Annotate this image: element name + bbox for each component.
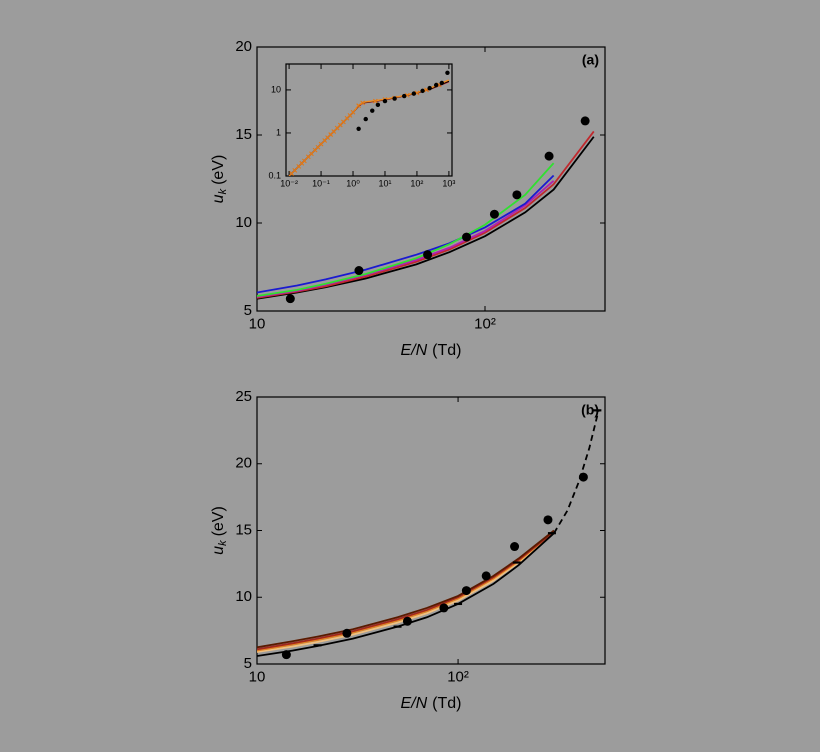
x-tick-label: 10² (474, 315, 496, 332)
data-point (372, 98, 378, 104)
data-point (578, 472, 588, 482)
data-point (580, 116, 590, 126)
data-point (439, 80, 445, 86)
data-point (309, 151, 314, 157)
data-point (356, 126, 361, 131)
plot-area (257, 116, 595, 304)
x-axis-label: E/N (Td) (401, 342, 462, 359)
x-tick-label: 10 (249, 668, 266, 685)
x-tick-label: 10⁻¹ (312, 178, 330, 188)
plot-frame (256, 46, 606, 312)
data-point (411, 91, 417, 96)
data-point (402, 616, 412, 626)
panel-label: (a) (582, 52, 599, 68)
x-axis-symbol: E/N (401, 342, 428, 359)
series-line (257, 531, 555, 652)
data-point (512, 190, 522, 200)
series-line (257, 174, 555, 294)
data-point (363, 116, 368, 122)
y-axis-symbol: u (210, 194, 227, 203)
data-point (510, 542, 520, 552)
data-point (375, 102, 381, 108)
data-point (382, 98, 388, 104)
y-axis-symbol: u (210, 546, 227, 555)
data-point (392, 96, 397, 101)
data-point (318, 141, 324, 147)
x-tick-label: 10² (410, 178, 423, 188)
x-tick-label: 10³ (442, 178, 455, 188)
data-point (331, 129, 337, 134)
data-point (370, 108, 375, 113)
y-axis-label: uk (eV) (210, 155, 229, 204)
y-axis-subscript: k (217, 188, 229, 194)
data-point (402, 93, 407, 99)
series-line (257, 130, 595, 299)
data-point (462, 232, 472, 242)
series-line (257, 532, 555, 657)
series-line (257, 162, 555, 297)
x-tick-label: 10 (249, 315, 266, 332)
y-tick-label: 5 (244, 302, 252, 319)
y-tick-label: 0.1 (268, 170, 281, 180)
x-tick-label: 10¹ (378, 178, 391, 188)
data-point (543, 515, 553, 525)
data-point (423, 250, 433, 260)
data-point (356, 103, 362, 109)
y-tick-label: 1 (276, 127, 281, 137)
x-tick-label: 10² (447, 668, 469, 685)
data-point (433, 82, 439, 88)
data-point (481, 571, 491, 581)
data-point (427, 85, 432, 91)
series-line (257, 531, 555, 651)
y-tick-label: 5 (244, 655, 252, 672)
y-tick-label: 25 (235, 388, 252, 405)
data-point (292, 168, 298, 173)
plot-frame (285, 63, 453, 177)
x-tick-label: 10⁰ (346, 178, 360, 188)
y-tick-label: 15 (235, 521, 252, 538)
y-tick-label: 10 (235, 588, 252, 605)
series-line (257, 532, 555, 653)
plot-area (288, 70, 450, 176)
data-point (439, 603, 449, 613)
plot-area (257, 409, 602, 660)
data-point (461, 586, 471, 596)
data-point (420, 88, 425, 94)
x-axis-symbol: E/N (401, 695, 428, 712)
data-point (489, 209, 499, 219)
data-point (354, 266, 364, 276)
data-point (281, 650, 291, 660)
y-axis-unit: (eV) (210, 506, 227, 536)
series-line (257, 529, 555, 649)
data-point (342, 628, 352, 638)
data-point (360, 100, 366, 106)
y-axis-label: uk (eV) (210, 506, 229, 555)
y-tick-label: 15 (235, 126, 252, 143)
data-point (341, 119, 346, 125)
y-tick-label: 20 (235, 455, 252, 472)
y-tick-label: 10 (235, 214, 252, 231)
y-tick-label: 10 (271, 84, 281, 94)
data-point (445, 70, 450, 75)
data-point (301, 158, 307, 164)
x-tick-label: 10⁻² (280, 178, 298, 188)
x-axis-label: E/N (Td) (401, 695, 462, 712)
y-axis-unit: (eV) (210, 155, 227, 185)
y-axis-subscript: k (217, 540, 229, 546)
data-point (350, 109, 356, 115)
panel-label: (b) (581, 402, 599, 418)
data-point (544, 151, 554, 161)
data-point (285, 294, 295, 304)
y-tick-label: 20 (235, 38, 252, 55)
x-axis-unit: (Td) (432, 695, 461, 712)
x-axis-unit: (Td) (432, 342, 461, 359)
series-line (553, 410, 600, 534)
